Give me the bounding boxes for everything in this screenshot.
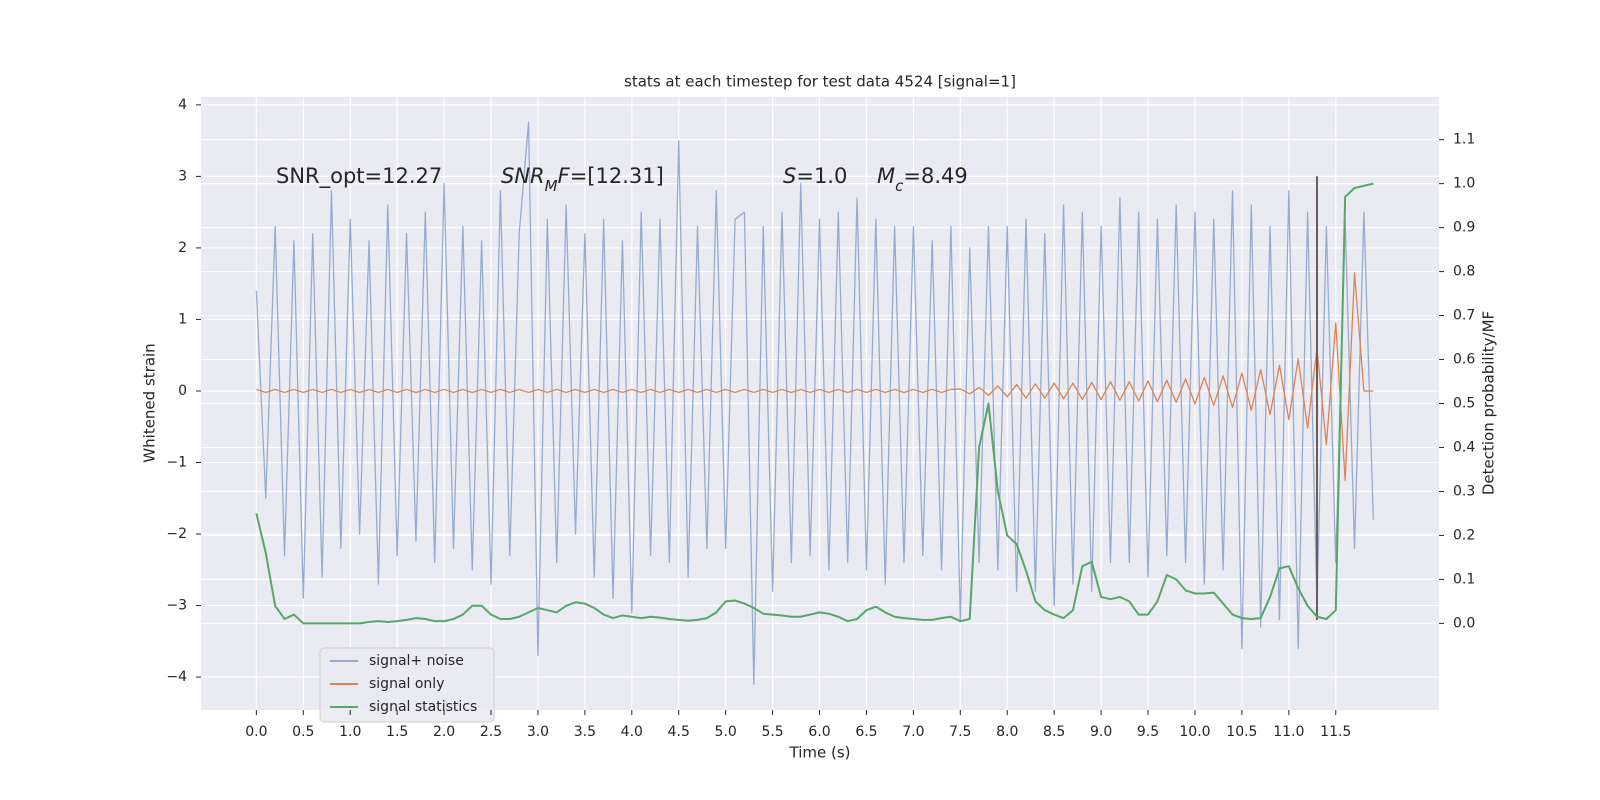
series-line: [256, 272, 1374, 482]
x-tick-label: 6.5: [855, 724, 877, 740]
legend-label: signal statistics: [369, 699, 477, 715]
x-tick-label: 5.5: [761, 724, 783, 740]
annotation-part: S: [783, 164, 796, 188]
x-tick-label: 11.5: [1320, 724, 1351, 740]
x-tick-label: 9.5: [1137, 724, 1159, 740]
x-tick-label: 3.0: [527, 724, 549, 740]
plot-marks: [255, 121, 1374, 685]
y2-tick-label: 0.5: [1453, 396, 1475, 412]
series-line: [255, 182, 1374, 625]
annotation-part: M: [877, 164, 895, 188]
legend: signal+ noise signal only signal statistic…: [319, 647, 495, 723]
annotation-part: SNR_opt=12.27: [276, 164, 442, 189]
legend-label: signal only: [369, 676, 444, 692]
x-tick-label: 8.0: [996, 724, 1018, 740]
annotation: SNRMF=[12.31]: [501, 164, 664, 195]
x-tick-label: 2.0: [433, 724, 455, 740]
grid: [201, 97, 1439, 710]
y2-tick-label: 0.0: [1453, 615, 1475, 631]
x-axis-label: Time (s): [789, 744, 851, 762]
x-tick-label: 9.0: [1090, 724, 1112, 740]
annotation-part: =1.0: [796, 164, 847, 188]
y2-tick-label: 0.9: [1453, 220, 1475, 236]
x-tick-label: 1.5: [386, 724, 408, 740]
y-tick-label: −2: [166, 526, 187, 542]
x-tick-label: 5.0: [715, 724, 737, 740]
series-line: [255, 121, 1374, 685]
y2-tick-label: 1.0: [1453, 176, 1475, 192]
annotation-part: M: [545, 177, 558, 195]
x-tick-label: 3.5: [574, 724, 596, 740]
y-tick-label: 3: [178, 168, 187, 184]
y2-tick-label: 0.4: [1453, 439, 1475, 455]
annotation-part: c: [895, 177, 904, 195]
x-tick-label: 10.0: [1179, 724, 1210, 740]
x-tick-label: 0.0: [245, 724, 267, 740]
y2-axis-label: Detection probability/MF: [1480, 311, 1498, 495]
y2-tick-label: 0.1: [1453, 571, 1475, 587]
x-tick-label: 4.0: [621, 724, 643, 740]
x-tick-label: 10.5: [1226, 724, 1257, 740]
y-tick-label: −3: [166, 598, 187, 614]
chart-title: stats at each timestep for test data 452…: [624, 73, 1016, 91]
y-tick-label: 0: [178, 383, 187, 399]
x-tick-label: 7.5: [949, 724, 971, 740]
x-tick-label: 7.0: [902, 724, 924, 740]
x-tick-label: 11.0: [1273, 724, 1304, 740]
x-tick-label: 1.0: [339, 724, 361, 740]
annotation-part: SNR: [501, 164, 545, 188]
y2-tick-label: 0.2: [1453, 527, 1475, 543]
annotation: Mc=8.49: [877, 164, 968, 195]
y2-tick-label: 1.1: [1453, 132, 1475, 148]
y-tick-label: −1: [166, 455, 187, 471]
y-tick-label: 4: [178, 97, 187, 113]
annotation-part: F: [558, 164, 571, 188]
annotation: S=1.0: [783, 164, 847, 188]
y2-tick-label: 0.7: [1453, 308, 1475, 324]
y-tick-label: −4: [166, 669, 187, 685]
x-tick-label: 6.0: [808, 724, 830, 740]
legend-label: signal+ noise: [369, 653, 464, 669]
x-tick-label: 2.5: [480, 724, 502, 740]
x-tick-label: 0.5: [292, 724, 314, 740]
y-axis-label: Whitened strain: [141, 343, 159, 462]
y2-tick-label: 0.6: [1453, 352, 1475, 368]
y2-tick-label: 0.3: [1453, 483, 1475, 499]
y-tick-label: 2: [178, 240, 187, 256]
legend-box: [319, 647, 495, 723]
y2-tick-label: 0.8: [1453, 264, 1475, 280]
annotation-part: =[12.31]: [570, 164, 664, 188]
annotation: SNR_opt=12.27: [276, 164, 442, 189]
x-tick-label: 4.5: [668, 724, 690, 740]
annotation-part: =8.49: [903, 164, 967, 188]
x-tick-label: 8.5: [1043, 724, 1065, 740]
y-tick-label: 1: [178, 311, 187, 327]
